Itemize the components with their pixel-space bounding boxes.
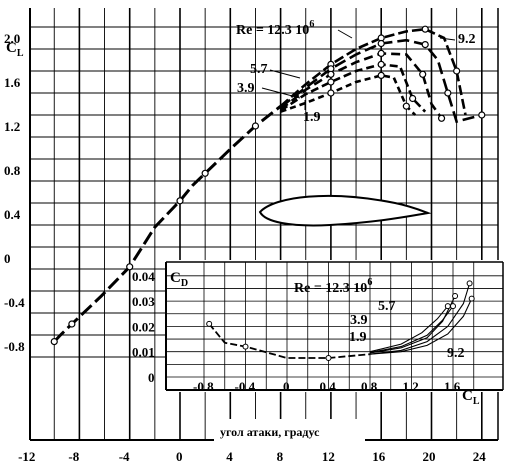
cl-alpha-curves xyxy=(50,25,486,346)
data-point xyxy=(377,60,385,69)
inset-x-tick-label: 1.6 xyxy=(444,379,461,394)
cl-curve-re-3-9 xyxy=(279,63,427,113)
re-label-3-9: 3.9 xyxy=(237,81,255,96)
data-point xyxy=(377,49,385,58)
y-tick-label: 1.2 xyxy=(4,119,20,134)
inset-y-tick-label: 0.04 xyxy=(132,269,155,284)
data-point xyxy=(409,94,417,103)
data-point xyxy=(377,39,385,48)
y-tick-label: -0.8 xyxy=(4,339,25,354)
y-tick-label: 0 xyxy=(4,251,11,266)
x-tick-label: 12 xyxy=(322,449,335,464)
x-tick-label: 20 xyxy=(423,449,436,464)
x-tick-label: -12 xyxy=(18,449,35,464)
inset-x-tick-label: -0.4 xyxy=(235,379,256,394)
data-point xyxy=(377,71,385,80)
cd-cl-curves xyxy=(206,280,475,362)
data-point xyxy=(402,102,410,110)
inset-x-tick-label: 0.8 xyxy=(361,379,378,394)
cd-curve-re-1-9 xyxy=(369,305,449,353)
cd-cl-grid xyxy=(166,262,503,390)
data-point xyxy=(327,78,335,86)
inset-data-point xyxy=(452,293,459,300)
cd-curve-re-3-9 xyxy=(369,305,454,354)
cl-curve-re-12-3 xyxy=(279,27,467,116)
inset-data-point xyxy=(450,303,456,310)
cl-curve-re-1-9 xyxy=(280,74,417,116)
re-label-9-2: 9.2 xyxy=(458,32,476,47)
inset-data-point xyxy=(206,320,213,327)
cd-curve-re-12-3 xyxy=(369,283,471,355)
inset-data-point xyxy=(444,303,451,310)
inset-x-axis-title: CL xyxy=(462,388,480,407)
cl-alpha-labels: Re = 12.3 106 2.0 1.6 1.2 0.8 0.4 0 -0.4 -0.8 -1… xyxy=(4,19,486,464)
y-tick-label: 0.4 xyxy=(4,207,21,222)
y-axis-title: CL xyxy=(6,40,24,59)
x-tick-label: 24 xyxy=(473,449,487,464)
inset-y-tick-label: 0.03 xyxy=(132,294,155,309)
inset-y-tick-label: 0.01 xyxy=(132,345,155,360)
cl-curve-re-9-2 xyxy=(279,38,483,124)
cd-cl-axes xyxy=(165,261,504,391)
x-axis-label: угол атаки, градус xyxy=(220,425,320,439)
data-point xyxy=(327,70,335,78)
inset-y-axis-title: CD xyxy=(170,270,188,289)
inset-re-label-9-2: 9.2 xyxy=(447,346,465,361)
x-tick-label: 4 xyxy=(226,449,233,464)
data-point xyxy=(453,67,461,75)
reynolds-label: Re = 12.3 106 xyxy=(236,19,314,38)
data-point xyxy=(68,320,76,328)
y-tick-label: 1.6 xyxy=(4,75,21,90)
cd-cl-labels: Re = 12.3 106 0.04 0.03 0.02 0.01 0 -0.8 -0.4 0… xyxy=(132,269,480,407)
inset-x-tick-label: 0 xyxy=(283,379,290,394)
x-tick-label: -4 xyxy=(119,449,130,464)
leader-line xyxy=(269,69,301,79)
y-tick-label: 2.0 xyxy=(4,31,20,46)
re-label-1-9: 1.9 xyxy=(303,110,321,125)
cd-shared-curve xyxy=(208,323,371,359)
data-point xyxy=(421,25,429,33)
re-label-5-7: 5.7 xyxy=(250,62,268,77)
leader-line xyxy=(261,87,301,99)
x-tick-label: 0 xyxy=(176,449,183,464)
xlabel-background xyxy=(214,419,365,441)
inset-data-point xyxy=(242,343,249,350)
data-point xyxy=(419,70,427,78)
inset-reynolds-label: Re = 12.3 106 xyxy=(294,277,372,296)
x-tick-label: -8 xyxy=(68,449,79,464)
data-point xyxy=(201,169,209,177)
data-point xyxy=(176,197,184,205)
inset-data-point xyxy=(468,295,475,302)
leader-line xyxy=(439,37,456,41)
inset-data-point xyxy=(325,355,332,362)
inset-data-point xyxy=(466,280,473,287)
data-point xyxy=(126,263,134,271)
inset-re-label-5-7: 5.7 xyxy=(378,299,396,314)
inset-y-tick-label: 0 xyxy=(148,370,155,385)
data-point xyxy=(327,89,335,97)
data-point xyxy=(251,122,260,130)
inset-x-tick-label: 1.2 xyxy=(403,379,419,394)
x-tick-label: 16 xyxy=(372,449,386,464)
x-tick-label: 8 xyxy=(277,449,284,464)
y-tick-label: 0.8 xyxy=(4,163,21,178)
inset-re-label-3-9: 3.9 xyxy=(350,313,368,328)
inset-y-tick-label: 0.02 xyxy=(132,319,155,334)
cd-cl-inset: Re = 12.3 106 0.04 0.03 0.02 0.01 0 -0.8 -0.4 0… xyxy=(132,260,505,407)
data-point xyxy=(50,338,58,346)
airfoil-profile xyxy=(258,194,432,227)
cd-curve-re-9-2 xyxy=(369,298,473,355)
data-point xyxy=(437,114,446,122)
y-tick-label: -0.4 xyxy=(4,295,25,310)
inset-x-tick-label: 0.4 xyxy=(320,379,337,394)
data-point xyxy=(444,89,452,97)
inset-x-tick-label: -0.8 xyxy=(193,379,214,394)
data-point xyxy=(478,111,486,119)
cd-curve-re-5-7 xyxy=(369,295,456,354)
inset-re-label-1-9: 1.9 xyxy=(349,330,367,345)
leader-line xyxy=(337,29,353,39)
data-point xyxy=(421,40,429,49)
